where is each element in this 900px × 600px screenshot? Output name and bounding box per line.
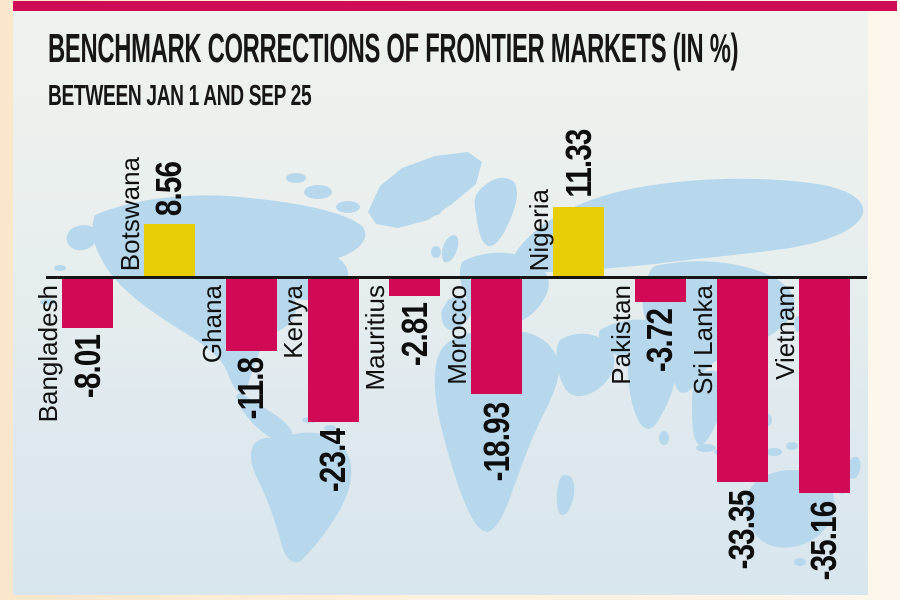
bar-label-vietnam: Vietnam	[769, 285, 800, 380]
bar-label-botswana: Botswana	[114, 156, 145, 271]
bar-mauritius	[389, 279, 441, 297]
page-title: BENCHMARK CORRECTIONS OF FRONTIER MARKET…	[48, 25, 739, 71]
bar-value-morocco: -18.93	[475, 403, 517, 482]
bar-ghana	[225, 279, 277, 351]
bar-vietnam	[798, 279, 850, 494]
bar-label-pakistan: Pakistan	[605, 285, 636, 385]
bar-sri-lanka	[716, 279, 768, 483]
bar-value-mauritius: -2.81	[393, 303, 435, 367]
bar-label-morocco: Morocco	[442, 285, 473, 385]
top-accent-bar	[13, 1, 897, 11]
bar-label-ghana: Ghana	[196, 285, 227, 364]
bar-value-vietnam: -35.16	[803, 502, 845, 581]
bar-label-mauritius: Mauritius	[360, 285, 391, 391]
bar-value-nigeria: 11.33	[557, 129, 599, 198]
bar-label-bangladesh: Bangladesh	[32, 285, 63, 423]
zero-axis-line	[46, 276, 867, 279]
bar-value-sri-lanka: -33.35	[721, 491, 763, 570]
bar-label-kenya: Kenya	[278, 285, 309, 359]
bar-botswana	[143, 223, 195, 276]
bar-value-pakistan: -3.72	[639, 308, 681, 372]
bar-kenya	[307, 279, 359, 422]
bar-label-nigeria: Nigeria	[524, 188, 554, 271]
bar-nigeria	[553, 206, 605, 276]
bar-value-bangladesh: -8.01	[66, 334, 108, 398]
bar-morocco	[471, 279, 523, 395]
page-subtitle: BETWEEN JAN 1 AND SEP 25	[48, 80, 312, 113]
bar-bangladesh	[62, 279, 113, 328]
header: BENCHMARK CORRECTIONS OF FRONTIER MARKET…	[48, 25, 900, 113]
bar-value-kenya: -23.4	[312, 428, 354, 492]
bar-pakistan	[634, 279, 686, 302]
bar-label-sri-lanka: Sri Lanka	[687, 285, 718, 395]
bar-value-ghana: -11.8	[230, 357, 272, 420]
bar-value-botswana: 8.56	[148, 161, 190, 216]
